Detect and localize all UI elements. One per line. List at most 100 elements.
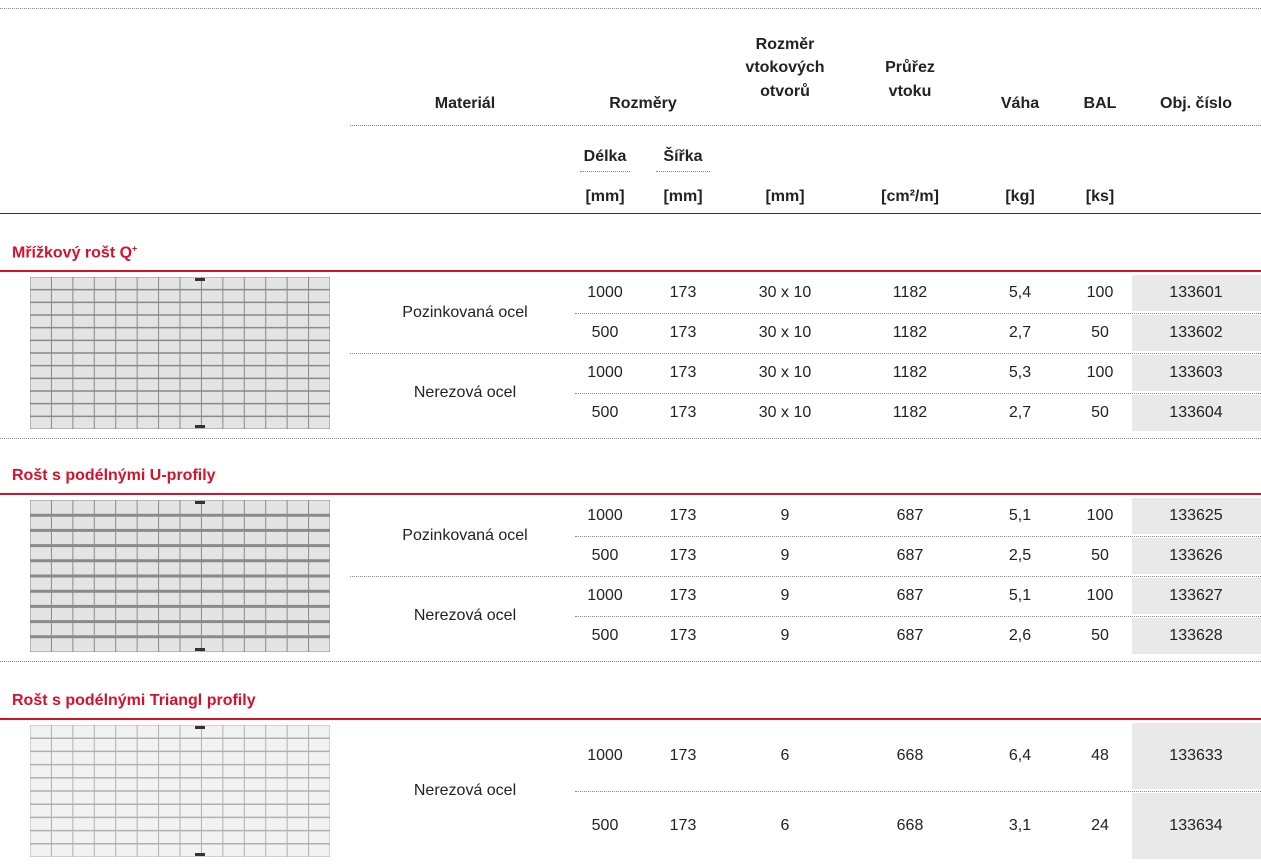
cell: 133628 — [1169, 627, 1223, 644]
cell: 173 — [669, 284, 697, 301]
cell: 173 — [669, 817, 697, 834]
header: Délka — [583, 148, 627, 165]
header-rule — [656, 171, 710, 172]
order-cell-bg — [1132, 355, 1261, 391]
cell: 173 — [669, 404, 697, 421]
unit: [mm] — [663, 188, 703, 205]
header: BAL — [1083, 95, 1117, 112]
cell: 48 — [1091, 747, 1109, 764]
cell: 133626 — [1169, 547, 1223, 564]
header: vtokových — [745, 59, 825, 76]
header: Váha — [1000, 95, 1040, 112]
header: Obj. číslo — [1159, 95, 1233, 112]
cell: 500 — [591, 817, 619, 834]
cell: 6,4 — [1008, 747, 1032, 764]
cell: 100 — [1086, 284, 1114, 301]
header: Rozměry — [609, 95, 677, 112]
cell: 2,6 — [1008, 627, 1032, 644]
header: vtoku — [888, 83, 932, 100]
cell: 687 — [896, 547, 924, 564]
cell: 1000 — [587, 587, 623, 604]
section-title: Rošt s podélnými Triangl profily — [12, 692, 256, 709]
cell: 133604 — [1169, 404, 1223, 421]
header: Průřez — [885, 59, 935, 76]
cell: 668 — [896, 747, 924, 764]
cell: 1000 — [587, 747, 623, 764]
header-rule — [580, 171, 630, 172]
header: Šířka — [663, 148, 703, 165]
cell: 1000 — [587, 284, 623, 301]
cell: 500 — [591, 547, 619, 564]
cell: 30 x 10 — [758, 284, 812, 301]
cell: 2,5 — [1008, 547, 1032, 564]
row-rule — [575, 536, 1261, 537]
header-bottom-rule — [0, 213, 1261, 214]
order-cell-bg — [1132, 498, 1261, 534]
cell: 1182 — [892, 324, 928, 341]
unit: [mm] — [765, 188, 805, 205]
grating-part — [195, 726, 205, 729]
header-rule — [350, 125, 1261, 126]
grating-part — [195, 501, 205, 504]
unit: [mm] — [585, 188, 625, 205]
cell: 133634 — [1169, 817, 1223, 834]
cell: 173 — [669, 364, 697, 381]
cell: 24 — [1091, 817, 1109, 834]
grating-part — [195, 648, 205, 651]
cell: 500 — [591, 404, 619, 421]
material: Nerezová ocel — [413, 607, 517, 624]
section-title: Mřížkový rošt Q+ — [12, 243, 138, 262]
cell: 100 — [1086, 364, 1114, 381]
cell: 6 — [780, 817, 790, 834]
cell: 2,7 — [1008, 324, 1032, 341]
order-cell-bg — [1132, 793, 1261, 859]
material: Pozinkovaná ocel — [402, 304, 528, 321]
row-rule — [575, 313, 1261, 314]
header: Materiál — [434, 95, 496, 112]
grating-part — [195, 278, 205, 281]
section-rule — [0, 270, 1261, 272]
cell: 687 — [896, 587, 924, 604]
cell: 500 — [591, 324, 619, 341]
cell: 133601 — [1169, 284, 1223, 301]
row-rule — [350, 353, 1261, 354]
section-end-rule — [0, 661, 1261, 662]
top-rule — [0, 8, 1261, 9]
cell: 133625 — [1169, 507, 1223, 524]
cell: 173 — [669, 627, 697, 644]
header: Rozměr — [755, 36, 815, 53]
cell: 5,3 — [1008, 364, 1032, 381]
cell: 133603 — [1169, 364, 1223, 381]
cell: 500 — [591, 627, 619, 644]
grating-image — [30, 725, 330, 857]
cell: 50 — [1091, 324, 1109, 341]
cell: 50 — [1091, 627, 1109, 644]
cell: 133602 — [1169, 324, 1223, 341]
section-title: Rošt s podélnými U-profily — [12, 467, 216, 484]
cell: 100 — [1086, 587, 1114, 604]
order-cell-bg — [1132, 538, 1261, 574]
order-cell-bg — [1132, 315, 1261, 351]
header: otvorů — [760, 83, 810, 100]
order-cell-bg — [1132, 578, 1261, 614]
cell: 100 — [1086, 507, 1114, 524]
cell: 668 — [896, 817, 924, 834]
cell: 133633 — [1169, 747, 1223, 764]
cell: 30 x 10 — [758, 364, 812, 381]
material: Nerezová ocel — [413, 782, 517, 799]
cell: 173 — [669, 507, 697, 524]
order-cell-bg — [1132, 618, 1261, 654]
grating-image — [30, 500, 330, 652]
cell: 687 — [896, 627, 924, 644]
title-sup: + — [132, 243, 138, 254]
grating-part — [195, 425, 205, 428]
row-rule — [350, 576, 1261, 577]
cell: 1182 — [892, 284, 928, 301]
cell: 5,4 — [1008, 284, 1032, 301]
cell: 50 — [1091, 404, 1109, 421]
cell: 9 — [780, 587, 790, 604]
section-rule — [0, 718, 1261, 720]
cell: 1000 — [587, 364, 623, 381]
cell: 1182 — [892, 404, 928, 421]
unit: [kg] — [1005, 188, 1035, 205]
